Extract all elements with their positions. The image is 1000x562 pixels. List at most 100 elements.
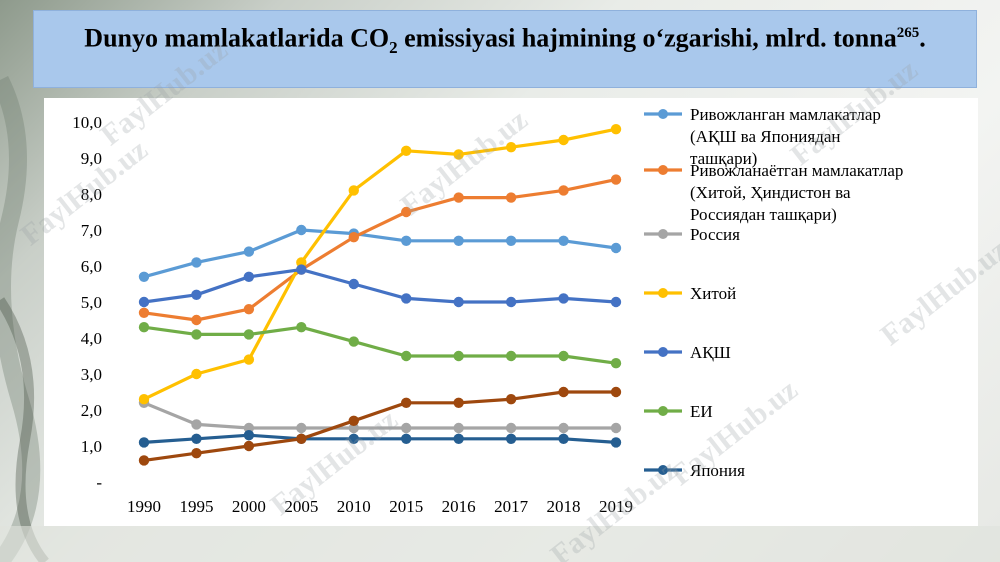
data-point [348, 433, 359, 444]
y-tick-label: 7,0 [81, 221, 102, 240]
data-point [243, 440, 255, 452]
data-point [505, 394, 517, 405]
x-axis: 1990 1995 2000 2005 2010 2015 2016 2017 2018 2019 [127, 497, 633, 516]
data-point [610, 386, 622, 398]
x-tick-label: 2017 [494, 497, 528, 516]
data-point [296, 322, 307, 333]
data-point [243, 246, 255, 257]
x-tick-label: 2000 [232, 497, 266, 516]
data-point [610, 242, 622, 254]
data-point [610, 422, 622, 434]
data-point [191, 368, 202, 380]
data-point [191, 448, 202, 459]
data-point [243, 430, 255, 441]
data-point [558, 433, 569, 444]
legend-label: ЕИ [690, 402, 713, 421]
legend-label: Россия [690, 225, 740, 244]
legend-label: Ривожланаётган мамлакатлар [690, 161, 903, 180]
x-tick-label: 2016 [442, 497, 476, 516]
data-point [296, 264, 307, 275]
legend-swatch-marker [658, 109, 668, 119]
legend-label: Хитой [690, 284, 736, 303]
data-point [191, 329, 202, 340]
legend-item: ЕИ [644, 402, 713, 421]
series-line [143, 325, 617, 365]
x-tick-label: 2010 [337, 497, 371, 516]
data-point [348, 185, 359, 196]
legend-swatch-marker [658, 229, 668, 239]
y-tick-label: 4,0 [81, 329, 102, 348]
legend-label: (Хитой, Ҳиндистон ва [690, 183, 851, 202]
data-point [138, 437, 150, 448]
data-point [401, 397, 412, 408]
data-point [138, 455, 150, 466]
data-point [401, 433, 412, 444]
data-point [558, 350, 569, 362]
data-point [401, 293, 412, 304]
data-point [401, 350, 412, 362]
x-tick-label: 2018 [547, 497, 581, 516]
data-point [453, 296, 464, 308]
data-point [191, 419, 202, 430]
data-point [558, 422, 569, 434]
legend-item: Япония [644, 461, 745, 480]
data-point [453, 433, 464, 444]
y-tick-label: 9,0 [81, 149, 102, 168]
legend-item: Россия [644, 225, 740, 244]
legend-item: Хитой [644, 284, 736, 303]
data-point [453, 350, 464, 362]
legend-label: ташқари) [690, 149, 757, 168]
y-tick-label: 1,0 [81, 437, 102, 456]
y-tick-label: 3,0 [81, 365, 102, 384]
legend-label: АҚШ [690, 343, 731, 362]
series-5 [138, 322, 622, 369]
data-point [191, 289, 202, 300]
data-point [610, 124, 622, 135]
line-chart: - 1,0 2,0 3,0 4,0 5,0 6,0 7,0 8,0 9,0 10,0 1990 1995… [72, 105, 903, 516]
data-point [296, 422, 307, 434]
data-point [610, 296, 622, 308]
data-point [401, 235, 412, 246]
data-point [138, 271, 150, 282]
data-point [138, 394, 150, 405]
legend-swatch-marker [658, 465, 668, 475]
title-footnote-ref: 265 [896, 25, 920, 41]
series-4 [138, 264, 622, 308]
data-point [348, 422, 359, 434]
data-point [610, 358, 622, 369]
x-tick-label: 2019 [599, 497, 633, 516]
series-line [143, 268, 617, 304]
slide-title: Dunyo mamlakatlarida CO2 emissiyasi hajm… [33, 10, 977, 88]
legend-label: Ривожланган мамлакатлар [690, 105, 881, 124]
data-point [453, 235, 464, 246]
data-point [296, 224, 307, 236]
data-point [401, 206, 412, 218]
data-point [348, 336, 359, 347]
title-text-continued: emissiyasi hajmining o‘zgarishi, mlrd. t… [397, 23, 897, 53]
data-point [453, 192, 464, 203]
legend-label: Россиядан ташқари) [690, 205, 837, 224]
series-line [143, 401, 616, 430]
series-3 [138, 124, 622, 405]
data-point [401, 422, 412, 434]
y-tick-label: 10,0 [72, 113, 102, 132]
x-tick-label: 2005 [284, 497, 318, 516]
legend-swatch-marker [658, 406, 668, 416]
data-point [453, 397, 464, 408]
data-point [505, 350, 517, 362]
series-line [143, 390, 616, 462]
data-point [505, 192, 517, 203]
x-tick-label: 2015 [389, 497, 423, 516]
data-point [610, 437, 622, 448]
series-1 [138, 174, 622, 326]
series-line [143, 178, 617, 322]
legend-swatch-marker [658, 347, 668, 357]
series-line [143, 433, 617, 444]
data-point [296, 257, 307, 268]
data-point [558, 134, 569, 146]
legend-item: Ривожланган мамлакатлар (АҚШ ва Япониядан… [644, 105, 881, 168]
y-tick-label: 6,0 [81, 257, 102, 276]
legend-item: АҚШ [644, 343, 731, 362]
data-point [243, 329, 255, 340]
